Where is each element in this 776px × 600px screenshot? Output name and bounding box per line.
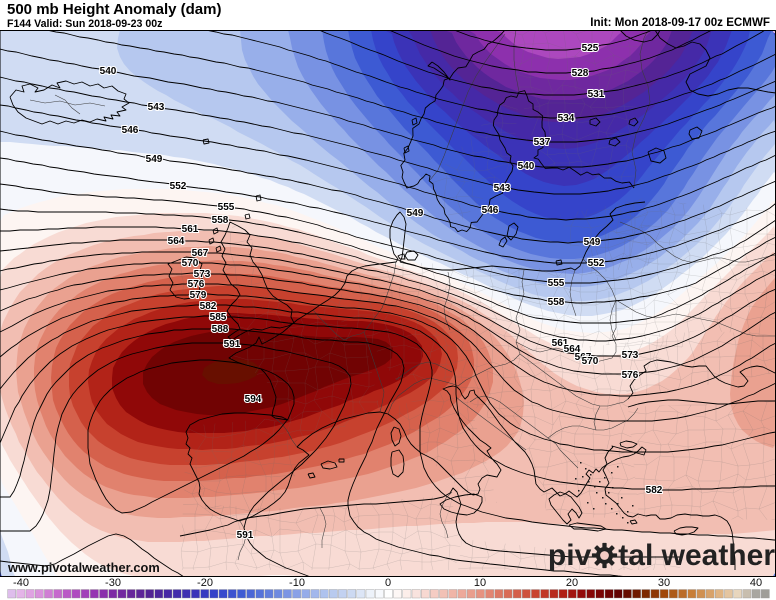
svg-text:549: 549 bbox=[584, 237, 601, 248]
svg-text:576: 576 bbox=[622, 370, 639, 381]
svg-text:543: 543 bbox=[148, 102, 165, 113]
svg-text:546: 546 bbox=[122, 125, 139, 136]
svg-text:549: 549 bbox=[146, 154, 163, 165]
svg-text:540: 540 bbox=[100, 66, 117, 77]
svg-text:570: 570 bbox=[182, 258, 199, 269]
svg-text:567: 567 bbox=[192, 248, 209, 259]
svg-text:543: 543 bbox=[494, 183, 511, 194]
svg-text:552: 552 bbox=[588, 258, 605, 269]
svg-text:528: 528 bbox=[572, 68, 589, 79]
svg-text:582: 582 bbox=[200, 301, 217, 312]
svg-text:546: 546 bbox=[482, 205, 499, 216]
svg-text:555: 555 bbox=[548, 278, 565, 289]
svg-text:570: 570 bbox=[582, 356, 599, 367]
svg-text:573: 573 bbox=[622, 350, 639, 361]
svg-text:561: 561 bbox=[182, 224, 199, 235]
svg-text:537: 537 bbox=[534, 137, 551, 148]
svg-text:552: 552 bbox=[170, 181, 187, 192]
svg-text:555: 555 bbox=[218, 202, 235, 213]
svg-text:525: 525 bbox=[582, 43, 599, 54]
svg-text:576: 576 bbox=[188, 279, 205, 290]
svg-text:531: 531 bbox=[588, 89, 605, 100]
svg-text:549: 549 bbox=[407, 208, 424, 219]
svg-text:564: 564 bbox=[564, 344, 581, 355]
svg-text:594: 594 bbox=[245, 394, 262, 405]
svg-text:582: 582 bbox=[646, 485, 663, 496]
svg-text:567: 567 bbox=[575, 352, 592, 363]
svg-text:573: 573 bbox=[194, 269, 211, 280]
svg-text:558: 558 bbox=[548, 297, 565, 308]
svg-text:591: 591 bbox=[224, 339, 241, 350]
svg-text:534: 534 bbox=[558, 113, 575, 124]
svg-text:561: 561 bbox=[552, 338, 569, 349]
svg-text:540: 540 bbox=[518, 161, 535, 172]
svg-text:591: 591 bbox=[237, 530, 254, 541]
svg-text:558: 558 bbox=[212, 215, 229, 226]
svg-text:585: 585 bbox=[210, 312, 227, 323]
svg-text:588: 588 bbox=[212, 324, 229, 335]
svg-text:579: 579 bbox=[190, 290, 207, 301]
svg-text:564: 564 bbox=[168, 236, 185, 247]
